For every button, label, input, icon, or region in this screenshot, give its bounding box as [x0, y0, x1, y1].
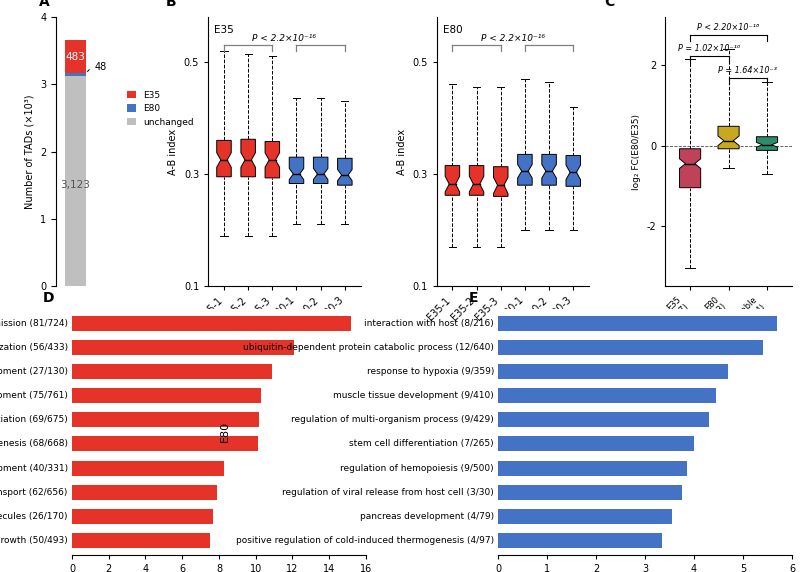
- Text: E35: E35: [214, 25, 234, 35]
- Bar: [498, 316, 778, 331]
- Polygon shape: [265, 141, 279, 178]
- Bar: [498, 340, 762, 355]
- Y-axis label: Number of TADs (×10³): Number of TADs (×10³): [25, 94, 34, 209]
- Polygon shape: [338, 158, 352, 185]
- Text: B: B: [166, 0, 176, 9]
- Polygon shape: [566, 156, 581, 186]
- Bar: [498, 436, 694, 451]
- Polygon shape: [314, 157, 328, 184]
- Text: 483: 483: [65, 51, 85, 62]
- Bar: [72, 412, 259, 427]
- Bar: [72, 484, 217, 499]
- Bar: [65, 73, 86, 76]
- Bar: [72, 509, 214, 524]
- Polygon shape: [542, 154, 556, 185]
- Polygon shape: [518, 154, 532, 185]
- Polygon shape: [217, 140, 231, 177]
- Polygon shape: [290, 157, 304, 184]
- Bar: [65, 76, 86, 286]
- Bar: [72, 316, 351, 331]
- Polygon shape: [241, 139, 255, 177]
- Bar: [72, 388, 261, 403]
- Bar: [72, 340, 294, 355]
- Y-axis label: A-B index: A-B index: [168, 129, 178, 174]
- Text: C: C: [604, 0, 614, 9]
- Y-axis label: A-B index: A-B index: [397, 129, 406, 174]
- Bar: [498, 509, 672, 524]
- Polygon shape: [679, 149, 701, 188]
- Y-axis label: log₂ FC(E80/E35): log₂ FC(E80/E35): [632, 114, 641, 189]
- Bar: [72, 364, 272, 379]
- Bar: [498, 388, 716, 403]
- Text: P < 2.20×10⁻¹⁶: P < 2.20×10⁻¹⁶: [698, 23, 760, 32]
- Polygon shape: [470, 165, 484, 195]
- Text: D: D: [42, 291, 54, 304]
- Bar: [498, 364, 728, 379]
- Polygon shape: [718, 126, 739, 149]
- Text: P < 2.2×10⁻¹⁶: P < 2.2×10⁻¹⁶: [253, 34, 317, 43]
- Text: 48: 48: [87, 62, 106, 72]
- Bar: [498, 460, 686, 475]
- Text: P < 2.2×10⁻¹⁶: P < 2.2×10⁻¹⁶: [481, 34, 545, 43]
- Bar: [72, 436, 258, 451]
- Polygon shape: [445, 165, 460, 195]
- Bar: [498, 533, 662, 548]
- Bar: [72, 460, 225, 475]
- Bar: [498, 412, 709, 427]
- Text: E: E: [469, 291, 478, 304]
- Text: P = 1.64×10⁻³: P = 1.64×10⁻³: [718, 66, 778, 75]
- Text: P = 1.02×10⁻¹⁰: P = 1.02×10⁻¹⁰: [678, 45, 741, 53]
- Bar: [72, 533, 210, 548]
- Text: 3,123: 3,123: [60, 180, 90, 190]
- Polygon shape: [494, 166, 508, 196]
- Text: E80: E80: [442, 25, 462, 35]
- Y-axis label: E80: E80: [220, 422, 230, 442]
- Bar: [498, 484, 682, 499]
- Text: A: A: [39, 0, 50, 9]
- Polygon shape: [757, 137, 778, 150]
- Legend: E35, E80, unchanged: E35, E80, unchanged: [126, 89, 196, 129]
- Bar: [65, 41, 86, 73]
